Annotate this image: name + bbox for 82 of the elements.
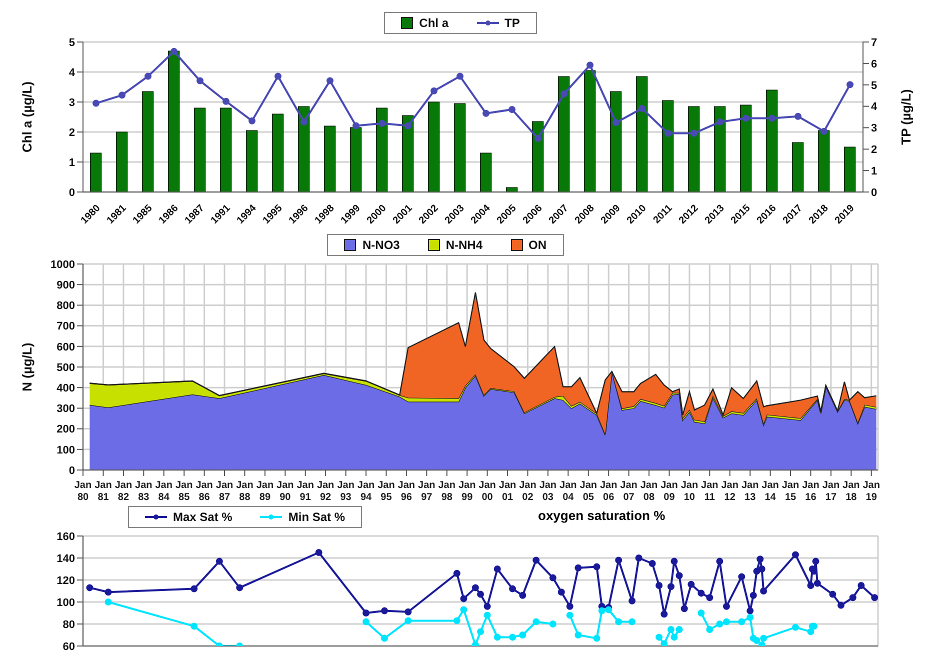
- x-tick-label: Jan 95: [378, 480, 395, 503]
- y-tick-label: 200: [56, 424, 75, 436]
- y-tick-label: 100: [56, 444, 75, 456]
- y-tick-label: 800: [56, 300, 75, 312]
- x-tick-label: Jan 91: [296, 480, 314, 503]
- x-tick-label: Jan 99: [458, 480, 476, 503]
- y-tick-label: 700: [56, 320, 75, 333]
- y-tick-label: 80: [62, 618, 75, 631]
- y2-tick-label: 1: [871, 165, 878, 178]
- x-tick-label: Jan 19: [862, 480, 880, 503]
- x-tick-label: Jan 14: [762, 480, 779, 503]
- y-tick-label: 100: [56, 596, 75, 609]
- x-tick-label: Jan 01: [498, 480, 516, 503]
- y-tick-label: 2: [68, 126, 75, 139]
- x-tick-label: Jan 90: [276, 480, 294, 503]
- x-tick-label: Jan 83: [135, 480, 152, 503]
- x-tick-label: Jan 00: [478, 480, 496, 503]
- x-tick-label: Jan 94: [357, 480, 375, 503]
- x-tick-label: Jan 85: [175, 480, 193, 503]
- y-tick-label: 400: [56, 382, 75, 395]
- y-tick-label: 300: [56, 403, 75, 416]
- y2-tick-label: 5: [871, 80, 878, 92]
- y-tick-label: 1000: [50, 258, 75, 271]
- y-tick-label: 5: [68, 36, 75, 49]
- x-tick-label: Jan 84: [155, 480, 172, 503]
- legend-label: Min Sat %: [287, 510, 346, 524]
- y2-tick-label: 0: [871, 186, 878, 199]
- x-tick-label: Jan 05: [580, 480, 598, 503]
- legend-label: N-NO3: [361, 238, 400, 252]
- x-tick-label: Jan 07: [620, 480, 638, 503]
- x-tick-label: Jan 88: [236, 480, 254, 503]
- x-tick-label: Jan 18: [842, 480, 860, 503]
- x-tick-label: Jan 12: [721, 480, 738, 503]
- x-tick-label: Jan 97: [418, 480, 436, 503]
- y-axis-title: Chl a (µg/L): [20, 81, 35, 153]
- x-tick-label: Jan 06: [600, 480, 618, 503]
- x-tick-label: Jan 89: [256, 480, 274, 503]
- x-tick-label: Jan 15: [782, 480, 800, 503]
- y-tick-label: 0: [68, 186, 75, 199]
- y2-tick-label: 4: [871, 101, 878, 114]
- y2-axis-title: TP (µg/L): [898, 89, 914, 145]
- x-tick-label: Jan 03: [539, 480, 557, 503]
- x-tick-label: Jan 98: [438, 480, 456, 503]
- x-tick-label: Jan 13: [741, 480, 759, 503]
- y-tick-label: 160: [56, 530, 75, 543]
- x-tick-label: Jan 87: [216, 480, 234, 503]
- legend-label: Chl a: [418, 16, 448, 30]
- y2-tick-label: 7: [871, 36, 878, 49]
- legend-label: TP: [504, 16, 520, 30]
- x-tick-label: Jan 08: [640, 480, 658, 503]
- y-tick-label: 4: [68, 66, 76, 79]
- x-tick-label: Jan 96: [398, 480, 416, 503]
- legend-label: N-NH4: [444, 238, 482, 252]
- x-tick-label: Jan 09: [660, 480, 678, 503]
- x-tick-label: Jan 04: [560, 480, 577, 503]
- y-tick-label: 0: [68, 464, 75, 477]
- x-tick-label: Jan 92: [316, 480, 334, 503]
- x-tick-label: Jan 02: [519, 480, 536, 503]
- y-axis-title: N (µg/L): [20, 342, 35, 392]
- y2-tick-label: 3: [871, 122, 878, 135]
- y-tick-label: 1: [68, 156, 75, 169]
- legend-label: Max Sat %: [172, 510, 232, 524]
- y2-tick-label: 6: [871, 58, 878, 70]
- y-tick-label: 140: [56, 552, 75, 565]
- x-tick-label: Jan 11: [701, 480, 718, 503]
- y-tick-label: 120: [56, 574, 75, 587]
- y2-tick-label: 2: [871, 144, 878, 156]
- x-tick-label: Jan 16: [802, 480, 820, 503]
- x-tick-label: Jan 80: [74, 480, 92, 503]
- x-tick-label: Jan 17: [822, 480, 840, 503]
- x-tick-label: Jan 10: [680, 480, 698, 503]
- y-tick-label: 3: [68, 96, 75, 109]
- legend-label: ON: [528, 238, 546, 252]
- x-tick-label: Jan 93: [337, 480, 354, 503]
- x-tick-label: Jan 81: [94, 480, 112, 503]
- x-tick-label: Jan 82: [114, 480, 132, 503]
- y-tick-label: 60: [62, 640, 75, 653]
- chart-title: oxygen saturation %: [538, 508, 666, 523]
- y-tick-label: 600: [56, 341, 75, 354]
- y-tick-label: 500: [56, 362, 75, 374]
- y-tick-label: 900: [56, 280, 75, 292]
- x-tick-label: Jan 86: [196, 480, 213, 503]
